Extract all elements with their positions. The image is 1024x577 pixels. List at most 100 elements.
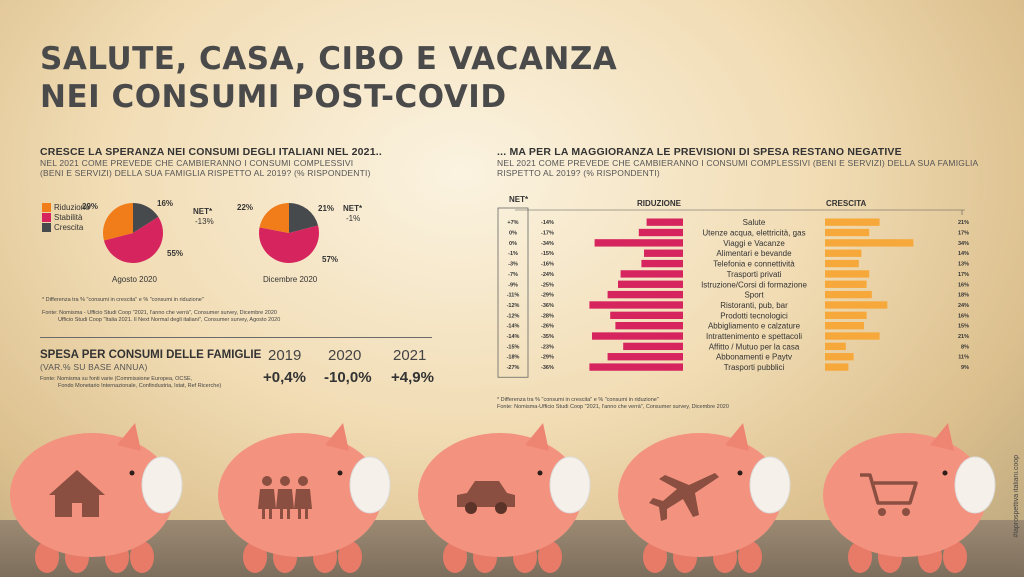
pig-leg	[538, 541, 562, 573]
pig-leg	[738, 541, 762, 573]
crescita-bar	[825, 301, 888, 309]
riduzione-bar	[618, 280, 683, 288]
net-label: NET*	[193, 207, 213, 216]
pie-slice-riduzione	[103, 203, 133, 241]
pie-slice-stabilita	[103, 216, 163, 263]
riduzione-value: -35%	[541, 334, 554, 340]
net-value: -14%	[507, 334, 520, 340]
year-value: +4,9%	[391, 369, 434, 386]
spesa-title: SPESA PER CONSUMI DELLE FAMIGLIE	[40, 349, 262, 361]
riduzione-value: -17%	[541, 231, 554, 237]
pie-slice-riduzione	[259, 203, 289, 233]
net-value: -1%	[508, 251, 518, 257]
net-value: -1%	[346, 214, 361, 223]
crescita-value: 17%	[958, 272, 969, 278]
right-subtitle-2: RISPETTO AL 2019? (% RISPONDENTI)	[497, 168, 660, 178]
col-header-riduzione: RIDUZIONE	[637, 199, 681, 208]
pig-eye	[337, 470, 343, 476]
category-label: Istruzione/Corsi di formazione	[701, 280, 807, 289]
crescita-value: 21%	[958, 334, 969, 340]
crescita-bar	[825, 311, 867, 319]
riduzione-value: -28%	[541, 313, 554, 319]
net-value: -12%	[507, 303, 520, 309]
pig-eye	[737, 470, 743, 476]
legend-item-stabilita: Stabilità	[42, 212, 90, 222]
pig-ear	[525, 423, 549, 451]
legend-item-riduzione: Riduzione	[42, 202, 90, 212]
riduzione-bar	[610, 311, 683, 319]
riduzione-value: -34%	[541, 241, 554, 247]
pie-label-stabilita: 57%	[322, 255, 339, 264]
crescita-bar	[825, 218, 880, 226]
riduzione-bar	[589, 363, 683, 371]
crescita-value: 11%	[958, 355, 969, 361]
crescita-value: 8%	[961, 344, 969, 350]
category-label: Utenze acqua, elettricità, gas	[702, 229, 805, 238]
piggy-bank	[218, 423, 391, 573]
net-value: -11%	[507, 293, 520, 299]
pie-slice-crescita	[289, 203, 319, 233]
pig-leg	[943, 541, 967, 573]
pig-ear	[725, 423, 749, 451]
riduzione-bar	[638, 228, 683, 237]
category-label: Trasporti pubblici	[724, 363, 785, 372]
page-title: SALUTE, CASA, CIBO E VACANZA NEI CONSUMI…	[40, 40, 660, 116]
pie-label-stabilita: 55%	[167, 249, 184, 258]
right-footnote: * Differenza tra % "consumi in crescita"…	[497, 397, 659, 403]
crescita-value: 14%	[958, 251, 969, 257]
crescita-value: 34%	[958, 241, 969, 247]
pig-snout	[141, 456, 183, 514]
crescita-value: 21%	[958, 220, 969, 226]
category-label: Prodotti tecnologici	[720, 311, 788, 320]
category-label: Viaggi e Vacanze	[723, 239, 785, 248]
shopping-cart-icon	[860, 473, 918, 516]
net-value: +7%	[507, 220, 518, 226]
crescita-value: 13%	[958, 262, 969, 268]
pie-label-crescita: 16%	[157, 199, 174, 208]
crescita-bar	[825, 342, 846, 351]
left-footnote: * Differenza tra % "consumi in crescita"…	[42, 297, 204, 303]
crescita-bar	[825, 249, 862, 257]
left-heading: CRESCE LA SPERANZA NEI CONSUMI DEGLI ITA…	[40, 146, 382, 158]
riduzione-value: -16%	[541, 262, 554, 268]
net-value: -18%	[507, 355, 520, 361]
pie-dicembre-2020	[259, 203, 319, 263]
category-label: Salute	[743, 218, 766, 227]
category-label: Affitto / Mutuo per la casa	[709, 342, 800, 351]
right-subtitle-1: NEL 2021 COME PREVEDE CHE CAMBIERANNO I …	[497, 158, 979, 168]
title-line-1: SALUTE, CASA, CIBO E VACANZA	[40, 41, 618, 77]
crescita-bar	[825, 353, 854, 361]
year-label: 2020	[328, 347, 362, 364]
net-value: -3%	[508, 262, 518, 268]
riduzione-value: -23%	[541, 344, 554, 350]
crescita-value: 16%	[958, 313, 969, 319]
pig-body	[823, 433, 987, 557]
family-icon	[258, 476, 312, 519]
pig-snout	[749, 456, 791, 514]
riduzione-value: -14%	[541, 220, 554, 226]
riduzione-bar	[607, 353, 683, 361]
spesa-subtitle: (VAR.% SU BASE ANNUA)	[40, 362, 148, 372]
pig-snout	[349, 456, 391, 514]
legend-swatch-crescita	[42, 222, 51, 232]
category-label: Ristoranti, pub, bar	[720, 301, 788, 310]
house-icon	[49, 470, 105, 517]
riduzione-value: -29%	[541, 355, 554, 361]
piggy-bank	[618, 423, 791, 573]
airplane-icon	[649, 473, 719, 521]
category-label: Trasporti privati	[727, 270, 782, 279]
crescita-bar	[825, 259, 859, 268]
right-source: Fonte: Nomisma-Ufficio Studi Coop "2021,…	[497, 404, 729, 410]
pie-slice-stabilita	[259, 225, 319, 263]
riduzione-bar	[623, 342, 683, 351]
year-value: -10,0%	[324, 369, 372, 386]
crescita-bar	[825, 322, 864, 330]
pig-ear	[930, 423, 954, 451]
net-value: 0%	[509, 231, 517, 237]
pie-legend: Riduzione Stabilità Crescita	[42, 202, 90, 232]
legend-label: Crescita	[54, 222, 84, 232]
net-value: -12%	[507, 313, 520, 319]
legend-item-crescita: Crescita	[42, 222, 90, 232]
pie-label-riduzione: 29%	[82, 202, 99, 211]
left-source-2: Ufficio Studi Coop "Italia 2021. Il Next…	[58, 317, 281, 323]
